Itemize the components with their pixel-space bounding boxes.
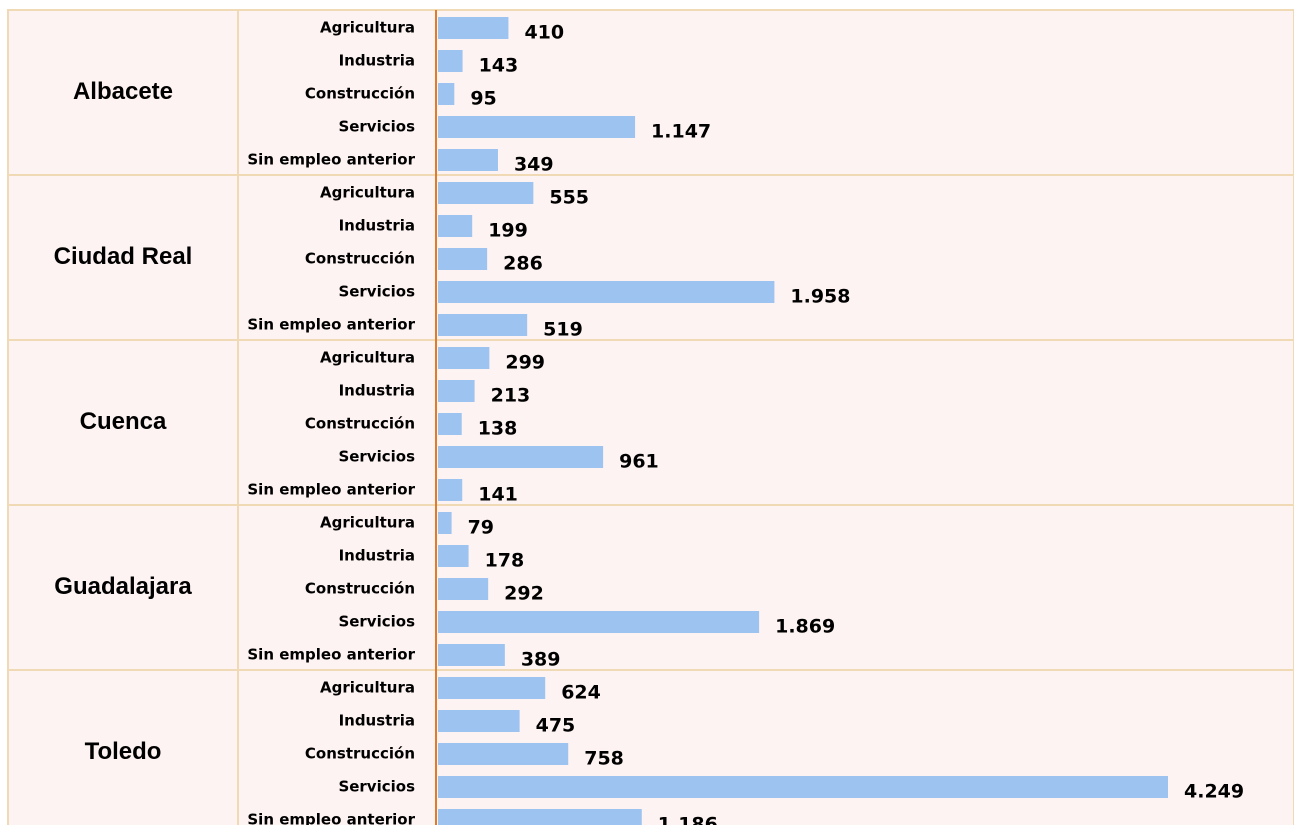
value-label: 758 bbox=[584, 748, 624, 770]
bar bbox=[438, 17, 509, 39]
value-label: 349 bbox=[514, 154, 554, 176]
category-label: Servicios bbox=[338, 613, 415, 631]
category-label: Industria bbox=[339, 712, 415, 730]
category-label: Servicios bbox=[338, 118, 415, 136]
value-label: 138 bbox=[478, 418, 518, 440]
bar bbox=[438, 413, 462, 435]
value-label: 389 bbox=[521, 649, 561, 671]
bar bbox=[438, 743, 569, 765]
value-label: 299 bbox=[505, 352, 545, 374]
value-label: 475 bbox=[536, 715, 576, 737]
bar bbox=[438, 149, 498, 171]
bar bbox=[438, 215, 473, 237]
bar bbox=[438, 578, 489, 600]
bar bbox=[438, 809, 642, 825]
category-label: Agricultura bbox=[320, 19, 415, 37]
bar bbox=[438, 83, 455, 105]
value-label: 199 bbox=[488, 220, 528, 242]
category-label: Sin empleo anterior bbox=[247, 646, 415, 664]
value-label: 79 bbox=[468, 517, 494, 539]
category-label: Agricultura bbox=[320, 184, 415, 202]
bar bbox=[438, 380, 475, 402]
category-label: Sin empleo anterior bbox=[247, 811, 415, 825]
value-label: 519 bbox=[543, 319, 583, 341]
category-label: Industria bbox=[339, 217, 415, 235]
background bbox=[7, 9, 1294, 825]
category-label: Sin empleo anterior bbox=[247, 151, 415, 169]
bar bbox=[438, 446, 604, 468]
category-label: Construcción bbox=[305, 415, 415, 433]
bar bbox=[438, 50, 463, 72]
value-label: 141 bbox=[478, 484, 518, 506]
value-label: 1.186 bbox=[658, 814, 718, 825]
group-label: Guadalajara bbox=[54, 573, 192, 600]
value-label: 143 bbox=[479, 55, 519, 77]
category-label: Construcción bbox=[305, 745, 415, 763]
category-label: Construcción bbox=[305, 580, 415, 598]
bar bbox=[438, 611, 760, 633]
category-label: Industria bbox=[339, 52, 415, 70]
value-label: 178 bbox=[485, 550, 525, 572]
group-label: Toledo bbox=[85, 738, 162, 765]
value-label: 624 bbox=[561, 682, 601, 704]
bar bbox=[438, 479, 463, 501]
value-label: 213 bbox=[491, 385, 531, 407]
category-label: Sin empleo anterior bbox=[247, 481, 415, 499]
value-label: 961 bbox=[619, 451, 659, 473]
category-label: Construcción bbox=[305, 250, 415, 268]
value-label: 292 bbox=[504, 583, 544, 605]
group-label: Ciudad Real bbox=[54, 243, 193, 270]
bar bbox=[438, 512, 452, 534]
value-label: 4.249 bbox=[1184, 781, 1244, 803]
category-label: Servicios bbox=[338, 448, 415, 466]
category-label: Industria bbox=[339, 382, 415, 400]
value-label: 286 bbox=[503, 253, 543, 275]
value-label: 1.869 bbox=[775, 616, 835, 638]
bar bbox=[438, 116, 636, 138]
bar bbox=[438, 677, 546, 699]
category-label: Construcción bbox=[305, 85, 415, 103]
category-label: Sin empleo anterior bbox=[247, 316, 415, 334]
value-label: 1.147 bbox=[651, 121, 711, 143]
category-label: Agricultura bbox=[320, 679, 415, 697]
bar bbox=[438, 776, 1168, 798]
value-label: 1.958 bbox=[790, 286, 850, 308]
group-label: Cuenca bbox=[80, 408, 167, 435]
bar bbox=[438, 545, 469, 567]
group-label: Albacete bbox=[73, 78, 173, 105]
value-label: 410 bbox=[524, 22, 564, 44]
value-label: 555 bbox=[549, 187, 589, 209]
category-label: Agricultura bbox=[320, 349, 415, 367]
bar bbox=[438, 281, 775, 303]
category-label: Servicios bbox=[338, 778, 415, 796]
bar bbox=[438, 314, 528, 336]
category-label: Industria bbox=[339, 547, 415, 565]
category-label: Agricultura bbox=[320, 514, 415, 532]
bar bbox=[438, 710, 520, 732]
value-label: 95 bbox=[470, 88, 496, 110]
bar bbox=[438, 347, 490, 369]
bar bbox=[438, 644, 505, 666]
bar bbox=[438, 248, 488, 270]
category-label: Servicios bbox=[338, 283, 415, 301]
bar bbox=[438, 182, 534, 204]
